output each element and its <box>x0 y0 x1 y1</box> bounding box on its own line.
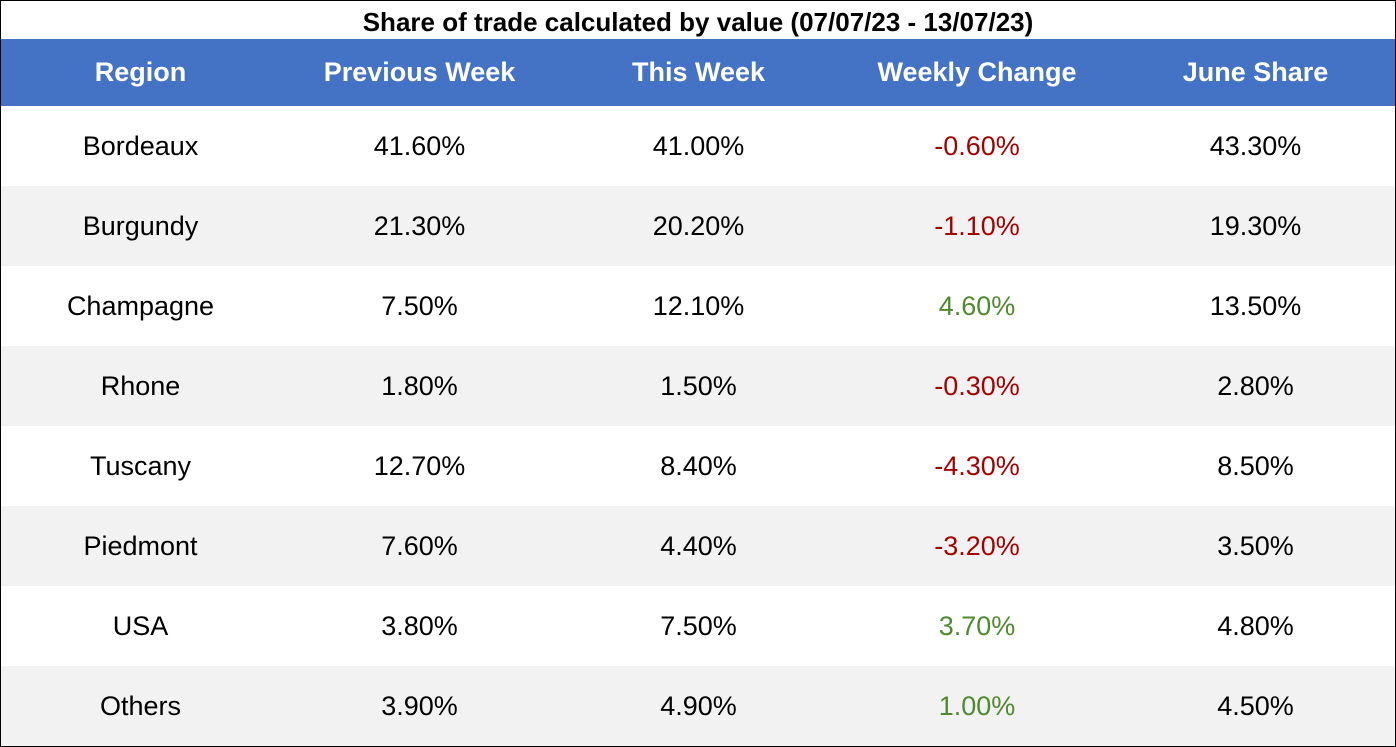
table-title: Share of trade calculated by value (07/0… <box>362 7 1034 37</box>
cell-june-share: 13.50% <box>1116 266 1395 346</box>
cell-weekly-change: -0.60% <box>838 106 1116 186</box>
cell-weekly-change: -0.30% <box>838 346 1116 426</box>
cell-region: USA <box>1 586 280 666</box>
cell-region: Champagne <box>1 266 280 346</box>
cell-this-week: 8.40% <box>559 426 838 506</box>
cell-region: Bordeaux <box>1 106 280 186</box>
table-row: Piedmont 7.60% 4.40% -3.20% 3.50% <box>1 506 1395 586</box>
header-region: Region <box>1 39 280 106</box>
table-row: USA 3.80% 7.50% 3.70% 4.80% <box>1 586 1395 666</box>
cell-june-share: 8.50% <box>1116 426 1395 506</box>
cell-previous-week: 7.50% <box>280 266 559 346</box>
cell-this-week: 20.20% <box>559 186 838 266</box>
cell-region: Tuscany <box>1 426 280 506</box>
cell-previous-week: 12.70% <box>280 426 559 506</box>
table-row: Tuscany 12.70% 8.40% -4.30% 8.50% <box>1 426 1395 506</box>
cell-weekly-change: -4.30% <box>838 426 1116 506</box>
cell-previous-week: 7.60% <box>280 506 559 586</box>
cell-june-share: 19.30% <box>1116 186 1395 266</box>
cell-weekly-change: 3.70% <box>838 586 1116 666</box>
header-row: Region Previous Week This Week Weekly Ch… <box>1 39 1395 106</box>
table-row: Champagne 7.50% 12.10% 4.60% 13.50% <box>1 266 1395 346</box>
cell-region: Rhone <box>1 346 280 426</box>
cell-this-week: 41.00% <box>559 106 838 186</box>
table-body: Bordeaux 41.60% 41.00% -0.60% 43.30% Burgundy… <box>1 106 1395 746</box>
header-this-week: This Week <box>559 39 838 106</box>
header-june-share: June Share <box>1116 39 1395 106</box>
table-row: Bordeaux 41.60% 41.00% -0.60% 43.30% <box>1 106 1395 186</box>
cell-previous-week: 3.80% <box>280 586 559 666</box>
cell-weekly-change: 4.60% <box>838 266 1116 346</box>
cell-previous-week: 1.80% <box>280 346 559 426</box>
cell-this-week: 4.40% <box>559 506 838 586</box>
cell-region: Burgundy <box>1 186 280 266</box>
cell-region: Piedmont <box>1 506 280 586</box>
cell-june-share: 2.80% <box>1116 346 1395 426</box>
cell-this-week: 7.50% <box>559 586 838 666</box>
cell-june-share: 43.30% <box>1116 106 1395 186</box>
header-weekly-change: Weekly Change <box>838 39 1116 106</box>
cell-this-week: 12.10% <box>559 266 838 346</box>
cell-this-week: 1.50% <box>559 346 838 426</box>
cell-previous-week: 21.30% <box>280 186 559 266</box>
table-row: Burgundy 21.30% 20.20% -1.10% 19.30% <box>1 186 1395 266</box>
cell-june-share: 4.80% <box>1116 586 1395 666</box>
header-previous-week: Previous Week <box>280 39 559 106</box>
cell-previous-week: 3.90% <box>280 666 559 746</box>
cell-this-week: 4.90% <box>559 666 838 746</box>
cell-previous-week: 41.60% <box>280 106 559 186</box>
trade-share-table: Region Previous Week This Week Weekly Ch… <box>1 39 1395 746</box>
cell-june-share: 3.50% <box>1116 506 1395 586</box>
cell-weekly-change: -3.20% <box>838 506 1116 586</box>
cell-june-share: 4.50% <box>1116 666 1395 746</box>
table-row: Others 3.90% 4.90% 1.00% 4.50% <box>1 666 1395 746</box>
cell-weekly-change: -1.10% <box>838 186 1116 266</box>
table-row: Rhone 1.80% 1.50% -0.30% 2.80% <box>1 346 1395 426</box>
cell-weekly-change: 1.00% <box>838 666 1116 746</box>
cell-region: Others <box>1 666 280 746</box>
